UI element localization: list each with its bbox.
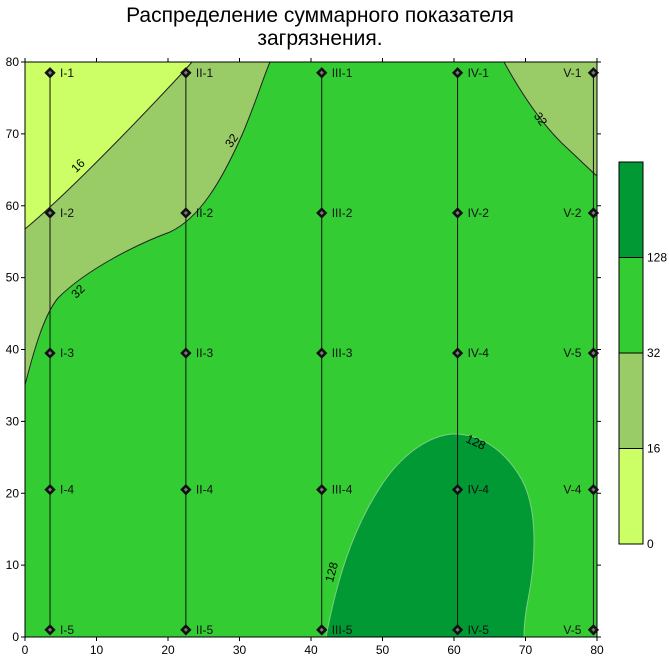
well-label-9: II-5	[196, 623, 214, 637]
well-label-0: I-1	[60, 66, 74, 80]
well-marker-center-14	[319, 627, 324, 632]
well-marker-center-22	[591, 350, 596, 356]
well-marker-center-11	[319, 210, 324, 216]
well-label-4: I-5	[60, 623, 74, 637]
well-marker-center-24	[591, 627, 596, 632]
band-128-plus	[325, 433, 535, 637]
chart-title-line-1: Распределение суммарного показателя	[126, 4, 514, 27]
x-tick-label-0: 0	[22, 643, 29, 657]
x-tick-label-6: 60	[447, 643, 461, 657]
well-marker-center-7	[183, 350, 188, 356]
well-marker-center-21	[591, 210, 596, 216]
well-label-20: V-1	[563, 66, 581, 80]
well-label-5: II-1	[196, 66, 214, 80]
well-marker-center-1	[47, 210, 53, 216]
legend-label-16: 16	[647, 442, 661, 456]
well-label-6: II-2	[196, 206, 214, 220]
well-marker-center-12	[319, 350, 324, 356]
well-marker-center-0	[47, 70, 53, 75]
chart-title-line-2: загрязнения.	[257, 27, 382, 50]
x-tick-label-1: 10	[90, 643, 104, 657]
y-tick-label-5: 50	[6, 271, 20, 285]
well-marker-center-17	[455, 350, 460, 356]
well-label-19: IV-5	[468, 623, 490, 637]
well-marker-center-8	[183, 487, 188, 492]
well-marker-center-19	[455, 627, 460, 632]
well-marker-center-18	[455, 487, 460, 492]
contour-label-128-5: 128	[322, 560, 341, 583]
well-label-12: III-3	[332, 346, 353, 360]
well-label-17: IV-4	[468, 346, 490, 360]
plot-area: 16323232128128I-1I-2I-3I-4I-5II-1II-2II-…	[6, 55, 604, 657]
well-label-7: II-3	[196, 346, 214, 360]
x-tick-label-3: 30	[233, 643, 247, 657]
well-label-21: V-2	[563, 206, 581, 220]
contour-fills	[25, 62, 597, 637]
well-label-3: I-4	[60, 483, 74, 497]
well-label-16: IV-2	[468, 206, 490, 220]
well-label-2: I-3	[60, 346, 74, 360]
legend-band-0	[618, 161, 644, 258]
well-label-22: V-5	[563, 346, 581, 360]
well-marker-center-6	[183, 210, 188, 216]
y-tick-label-7: 70	[6, 127, 20, 141]
y-tick-label-0: 0	[12, 630, 19, 644]
legend-band-2	[618, 352, 644, 449]
well-label-15: IV-1	[468, 66, 490, 80]
well-marker-center-9	[183, 627, 188, 632]
well-marker-center-16	[455, 210, 460, 216]
legend-band-1	[618, 257, 644, 354]
well-label-13: III-4	[332, 483, 353, 497]
well-label-23: V-4	[563, 483, 581, 497]
x-tick-label-4: 40	[304, 643, 318, 657]
x-tick-label-5: 50	[376, 643, 390, 657]
well-label-18: IV-4	[468, 483, 490, 497]
well-marker-center-23	[591, 487, 596, 492]
well-label-10: III-1	[332, 66, 353, 80]
y-tick-label-8: 80	[6, 55, 20, 69]
x-tick-label-2: 20	[161, 643, 175, 657]
color-legend: 128 32 16 0	[618, 161, 667, 551]
y-tick-label-3: 30	[6, 414, 20, 428]
well-label-8: II-4	[196, 483, 214, 497]
x-tick-label-7: 70	[519, 643, 533, 657]
x-tick-label-8: 80	[590, 643, 604, 657]
y-tick-label-6: 60	[6, 199, 20, 213]
legend-label-128: 128	[647, 251, 667, 265]
well-marker-center-5	[183, 70, 188, 75]
legend-band-3	[618, 448, 644, 545]
legend-label-32: 32	[647, 346, 661, 360]
well-label-1: I-2	[60, 206, 74, 220]
well-marker-center-13	[319, 487, 324, 492]
y-tick-label-2: 20	[6, 486, 20, 500]
well-label-24: V-5	[563, 623, 581, 637]
y-tick-label-4: 40	[6, 343, 20, 357]
well-label-14: III-5	[332, 623, 353, 637]
well-label-11: III-2	[332, 206, 353, 220]
legend-label-0: 0	[647, 537, 654, 551]
y-tick-label-1: 10	[6, 558, 20, 572]
